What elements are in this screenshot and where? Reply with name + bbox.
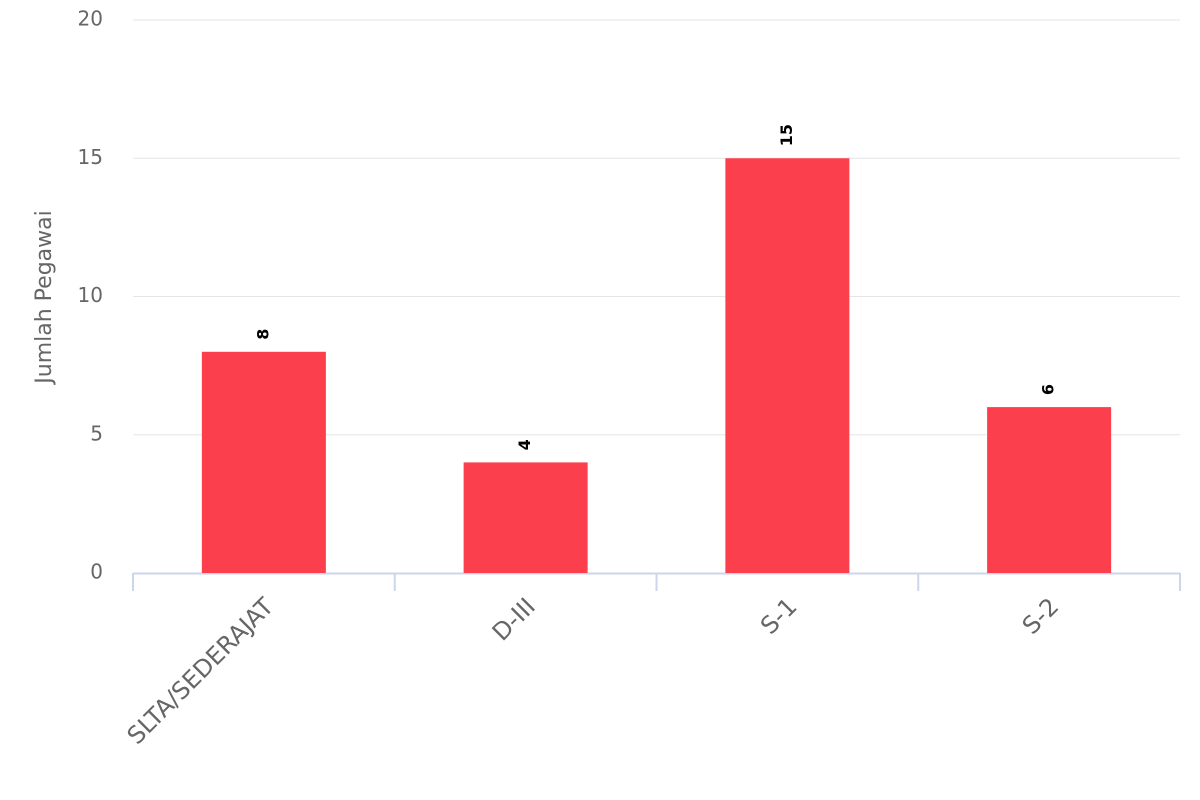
data-label: 6 xyxy=(1039,384,1058,395)
data-label: 4 xyxy=(515,439,534,450)
y-tick-label: 5 xyxy=(90,421,103,445)
y-tick-label: 15 xyxy=(78,145,103,169)
y-tick-label: 10 xyxy=(78,283,103,307)
bar xyxy=(463,462,588,573)
bar xyxy=(201,351,326,573)
data-label: 15 xyxy=(777,124,796,146)
x-tick-label: SLTA/SEDERAJAT xyxy=(122,592,280,750)
bar xyxy=(725,158,850,573)
x-tick-label: S-1 xyxy=(755,592,802,639)
y-tick-label: 20 xyxy=(78,7,103,31)
y-axis-title: Jumlah Pegawai xyxy=(32,210,57,385)
x-tick-label: S-2 xyxy=(1017,592,1064,639)
data-label: 8 xyxy=(253,329,272,340)
x-tick-label: D-III xyxy=(487,592,541,646)
bar xyxy=(987,407,1112,573)
y-tick-label: 0 xyxy=(90,560,103,584)
